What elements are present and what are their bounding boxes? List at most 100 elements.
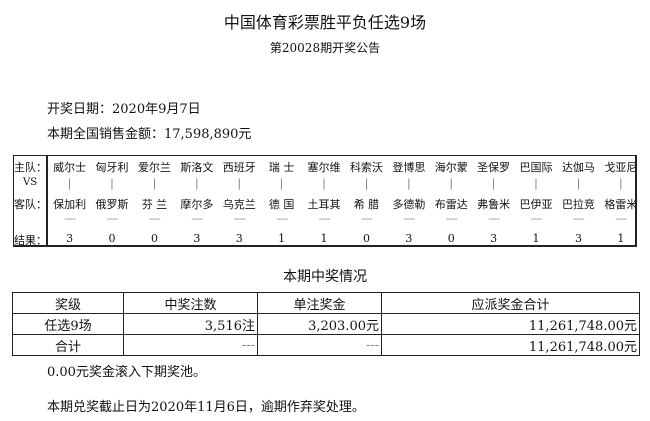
separator: ---- bbox=[530, 212, 543, 225]
separator: ---- bbox=[615, 212, 627, 225]
separator: ---- bbox=[488, 212, 500, 225]
home-team: 西班牙 bbox=[222, 161, 256, 174]
vs-mark: | bbox=[576, 177, 581, 190]
separator: ---- bbox=[276, 212, 288, 225]
home-team: 瑞 士 bbox=[268, 161, 295, 174]
match-result: 0 bbox=[447, 232, 455, 245]
home-team: 圣保罗 bbox=[477, 161, 511, 174]
away-team: 摩尔多 bbox=[180, 198, 214, 211]
away-team: 布雷达 bbox=[434, 198, 468, 211]
match-table: 主队： VS 客队： 结果： 威尔士 | 保加利 ---- 3 匈牙利 | 俄罗斯 ---- 0 爱… bbox=[13, 155, 637, 247]
match-column: 达伽马 | 巴拉竞 ---- 3 bbox=[559, 156, 598, 245]
prize-table: 奖级 中奖注数 单注奖金 应派奖金合计 任选9场 3,516注 3,203.00… bbox=[12, 292, 640, 356]
match-result: 3 bbox=[490, 232, 498, 245]
result-label: 结果： bbox=[14, 234, 47, 247]
match-column: 匈牙利 | 俄罗斯 ---- 0 bbox=[92, 156, 131, 245]
unit-prize-cell: 3,203.00元 bbox=[257, 313, 382, 335]
away-team: 乌克兰 bbox=[222, 198, 256, 211]
match-result: 1 bbox=[320, 232, 328, 245]
header-level: 奖级 bbox=[12, 292, 124, 314]
level-cell: 合计 bbox=[12, 334, 124, 356]
home-team: 斯洛文 bbox=[180, 161, 214, 174]
match-column: 爱尔兰 | 芬 兰 ---- 0 bbox=[135, 156, 174, 245]
match-result: 0 bbox=[362, 232, 370, 245]
vs-mark: | bbox=[322, 177, 326, 190]
header-total: 应派奖金合计 bbox=[381, 292, 640, 314]
home-team: 科索沃 bbox=[349, 161, 383, 174]
match-result: 0 bbox=[150, 232, 158, 245]
issue-subtitle: 第20028期开奖公告 bbox=[269, 41, 381, 55]
prize-header-row: 奖级 中奖注数 单注奖金 应派奖金合计 bbox=[12, 292, 640, 314]
row-labels: 主队： VS 客队： 结果： bbox=[14, 156, 48, 247]
vs-mark: | bbox=[237, 177, 242, 190]
match-column: 塞尔维 | 土耳其 ---- 1 bbox=[304, 156, 343, 245]
away-team: 俄罗斯 bbox=[95, 198, 129, 211]
level-cell: 任选9场 bbox=[12, 313, 124, 335]
vs-mark: | bbox=[110, 177, 114, 190]
vs-mark: | bbox=[67, 177, 72, 190]
total-cell: 11,261,748.00元 bbox=[381, 334, 640, 356]
sales-amount: 本期全国销售金额：17,598,890元 bbox=[47, 127, 252, 142]
header-unit-prize: 单注奖金 bbox=[257, 292, 382, 314]
away-team: 德 国 bbox=[268, 198, 295, 211]
home-team: 海尔蒙 bbox=[434, 161, 468, 174]
vs-mark: | bbox=[491, 177, 496, 190]
separator: ---- bbox=[361, 212, 373, 225]
separator: ---- bbox=[106, 212, 119, 225]
match-column: 瑞 士 | 德 国 ---- 1 bbox=[262, 156, 301, 245]
home-team: 爱尔兰 bbox=[137, 161, 171, 174]
match-result: 3 bbox=[66, 232, 74, 245]
match-column: 威尔士 | 保加利 ---- 3 bbox=[50, 156, 89, 245]
separator: ---- bbox=[233, 212, 246, 225]
home-label: 主队： bbox=[14, 161, 47, 174]
away-team: 巴伊亚 bbox=[519, 198, 553, 211]
away-team: 多德勒 bbox=[392, 198, 426, 211]
match-column: 海尔蒙 | 布雷达 ---- 0 bbox=[432, 156, 471, 245]
vs-mark: | bbox=[364, 177, 369, 190]
separator: ---- bbox=[318, 212, 331, 225]
match-result: 3 bbox=[574, 232, 582, 245]
away-team: 巴拉竞 bbox=[561, 198, 595, 211]
separator: ---- bbox=[191, 212, 203, 225]
separator: ---- bbox=[445, 212, 458, 225]
vs-mark: | bbox=[449, 177, 454, 190]
rollover-note: 0.00元奖金滚入下期奖池。 bbox=[47, 365, 206, 380]
match-result: 1 bbox=[532, 232, 540, 245]
match-result: 3 bbox=[405, 232, 413, 245]
separator: ---- bbox=[573, 212, 585, 225]
home-team: 登博思 bbox=[392, 161, 426, 174]
away-label: 客队： bbox=[14, 198, 47, 211]
away-team: 芬 兰 bbox=[141, 198, 168, 211]
vs-mark: | bbox=[618, 177, 623, 190]
separator: ---- bbox=[149, 212, 161, 225]
deadline-note: 本期兑奖截止日为2020年11月6日，逾期作弃奖处理。 bbox=[47, 400, 365, 415]
unit-prize-cell: --- bbox=[257, 334, 382, 356]
away-team: 弗鲁米 bbox=[477, 198, 511, 211]
separator: ---- bbox=[64, 212, 76, 225]
separator: ---- bbox=[403, 212, 415, 225]
vs-mark: | bbox=[279, 177, 284, 190]
home-team: 达伽马 bbox=[561, 161, 595, 174]
match-column: 戈亚尼 | 格雷米 ---- 1 bbox=[601, 156, 640, 245]
home-team: 巴国际 bbox=[519, 161, 553, 174]
vs-mark: | bbox=[406, 177, 411, 190]
page-title: 中国体育彩票胜平负任选9场 bbox=[223, 13, 427, 32]
match-result: 3 bbox=[235, 232, 243, 245]
home-team: 戈亚尼 bbox=[604, 161, 638, 174]
vs-mark: | bbox=[534, 177, 538, 190]
vs-mark: | bbox=[194, 177, 199, 190]
match-column: 登博思 | 多德勒 ---- 3 bbox=[389, 156, 428, 245]
match-result: 3 bbox=[193, 232, 201, 245]
count-cell: 3,516注 bbox=[123, 313, 258, 335]
match-result: 1 bbox=[617, 232, 625, 245]
table-row: 任选9场 3,516注 3,203.00元 11,261,748.00元 bbox=[12, 313, 640, 335]
match-column: 圣保罗 | 弗鲁米 ---- 3 bbox=[474, 156, 513, 245]
total-cell: 11,261,748.00元 bbox=[381, 313, 640, 335]
match-column: 巴国际 | 巴伊亚 ---- 1 bbox=[516, 156, 555, 245]
vs-mark: | bbox=[152, 177, 157, 190]
home-team: 匈牙利 bbox=[95, 161, 129, 174]
away-team: 土耳其 bbox=[307, 198, 341, 211]
match-column: 科索沃 | 希 腊 ---- 0 bbox=[347, 156, 386, 245]
away-team: 希 腊 bbox=[353, 198, 380, 211]
match-result: 1 bbox=[278, 232, 286, 245]
